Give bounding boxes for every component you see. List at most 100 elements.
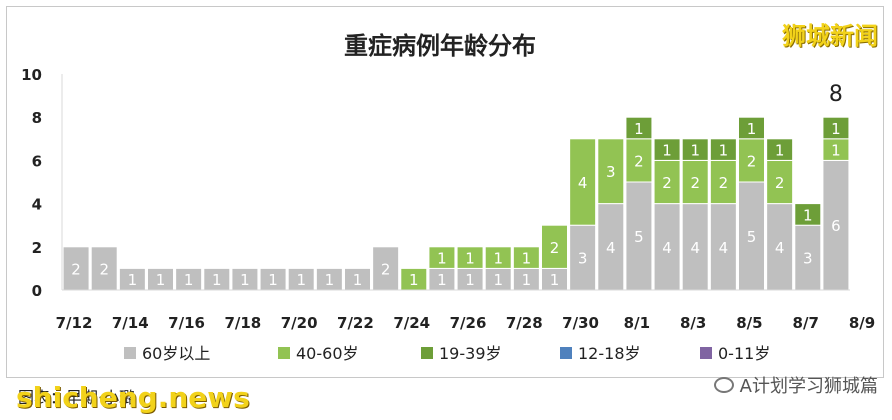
bar-data-label: 2 — [719, 174, 729, 192]
chart-title: 重症病例年龄分布 — [344, 32, 536, 60]
x-tick-label: 7/28 — [506, 314, 543, 332]
bar-segment — [653, 159, 681, 205]
bar-data-label: 5 — [634, 228, 644, 246]
bar-data-label: 4 — [775, 239, 785, 257]
bar-data-label: 2 — [634, 152, 644, 170]
bar-data-label: 3 — [803, 250, 813, 268]
bar-segment — [512, 246, 540, 269]
bar-segment — [569, 224, 597, 291]
bar-data-label: 1 — [550, 271, 560, 289]
legend-swatch — [421, 347, 433, 359]
y-tick-label: 6 — [32, 152, 42, 170]
bar-data-label: 2 — [747, 152, 757, 170]
bar-segment — [681, 138, 709, 161]
bar-segment — [709, 203, 737, 291]
bar-data-label: 1 — [156, 271, 166, 289]
wechat-label: A计划学习狮城篇 — [739, 376, 878, 397]
bar-data-label: 2 — [662, 174, 672, 192]
bar-data-label: 4 — [606, 239, 616, 257]
legend-swatch — [124, 347, 136, 359]
y-tick-label: 8 — [32, 109, 42, 127]
bar-data-label: 1 — [437, 250, 447, 268]
bar-segment — [794, 203, 822, 226]
annotations-group: 8 — [829, 82, 843, 107]
bar-segment — [90, 246, 118, 291]
bar-data-label: 1 — [719, 142, 729, 160]
x-tick-label: 7/18 — [224, 314, 261, 332]
legend-swatch — [278, 347, 290, 359]
bar-segment — [738, 116, 765, 140]
bar-data-label: 5 — [747, 228, 757, 246]
bar-data-label: 1 — [353, 271, 363, 289]
bar-segment — [681, 203, 709, 291]
bar-data-label: 1 — [325, 271, 335, 289]
bars-group: 2 21 1 1 1 1 1 1 1 121 111111111234435214214214215… — [62, 116, 850, 291]
legend-label: 60岁以上 — [142, 344, 210, 363]
x-tick-label: 8/3 — [680, 314, 706, 332]
chart-credit: 图表：早期·小璐 — [18, 388, 136, 407]
legend-swatch — [700, 347, 712, 359]
bar-data-label: 6 — [831, 217, 841, 235]
bar-data-label: 4 — [662, 239, 672, 257]
bar-data-label: 1 — [493, 271, 503, 289]
bar-data-label: 1 — [268, 271, 278, 289]
bar-data-label: 1 — [465, 271, 475, 289]
bar-data-label: 1 — [831, 142, 841, 160]
x-tick-label: 7/24 — [393, 314, 430, 332]
x-tick-label: 8/1 — [624, 314, 650, 332]
legend-label: 12-18岁 — [578, 344, 641, 363]
bar-segment — [681, 159, 709, 205]
legend-label: 0-11岁 — [718, 344, 770, 363]
legend-swatch — [560, 347, 572, 359]
bar-segment — [569, 138, 597, 226]
bar-data-label: 1 — [437, 271, 447, 289]
bar-data-label: 2 — [775, 174, 785, 192]
bar-segment — [625, 116, 653, 140]
chart-frame — [6, 6, 884, 378]
bar-segment — [822, 116, 850, 140]
bar-segment — [62, 246, 90, 291]
bar-segment — [541, 224, 568, 269]
x-tick-label: 7/26 — [450, 314, 487, 332]
bar-data-label: 2 — [99, 260, 109, 278]
bar-segment — [738, 181, 765, 291]
bar-data-label: 4 — [690, 239, 700, 257]
wechat-icon — [713, 377, 734, 393]
bar-data-label: 1 — [662, 142, 672, 160]
bar-data-label: 1 — [522, 250, 532, 268]
x-tick-label: 7/16 — [168, 314, 205, 332]
bar-segment — [428, 246, 456, 269]
bar-data-label: 3 — [578, 250, 588, 268]
bar-data-label: 2 — [71, 260, 81, 278]
bar-data-label: 2 — [381, 260, 391, 278]
y-tick-label: 10 — [21, 66, 42, 84]
bar-data-label: 4 — [719, 239, 729, 257]
bar-data-label: 3 — [606, 163, 616, 181]
bar-segment — [766, 203, 794, 291]
x-tick-label: 8/7 — [793, 314, 819, 332]
watermark-bottom: shicheng.news — [16, 381, 250, 414]
legend-label: 40-60岁 — [296, 344, 359, 363]
bar-segment — [766, 138, 794, 161]
y-axis: 0 2 4 6 8 10 — [21, 66, 63, 300]
x-tick-label: 7/14 — [112, 314, 149, 332]
total-annotation: 8 — [829, 82, 843, 107]
y-tick-label: 2 — [32, 239, 42, 257]
y-tick-label: 4 — [32, 196, 42, 214]
bar-segment — [484, 246, 512, 269]
bar-data-label: 1 — [465, 250, 475, 268]
bar-segment — [709, 138, 737, 161]
x-tick-label: 7/20 — [281, 314, 318, 332]
legend: 60岁以上 40-60岁 19-39岁 12-18岁 0-11岁 — [124, 344, 770, 363]
x-tick-label: 8/5 — [736, 314, 762, 332]
bar-data-label: 1 — [212, 271, 222, 289]
bar-data-label: 1 — [493, 250, 503, 268]
bar-data-label: 1 — [747, 120, 757, 138]
bar-data-label: 1 — [128, 271, 138, 289]
x-tick-label: 7/22 — [337, 314, 374, 332]
bar-segment — [625, 181, 653, 291]
bar-data-label: 4 — [578, 174, 588, 192]
bar-data-label: 1 — [775, 142, 785, 160]
bar-data-label: 1 — [296, 271, 306, 289]
